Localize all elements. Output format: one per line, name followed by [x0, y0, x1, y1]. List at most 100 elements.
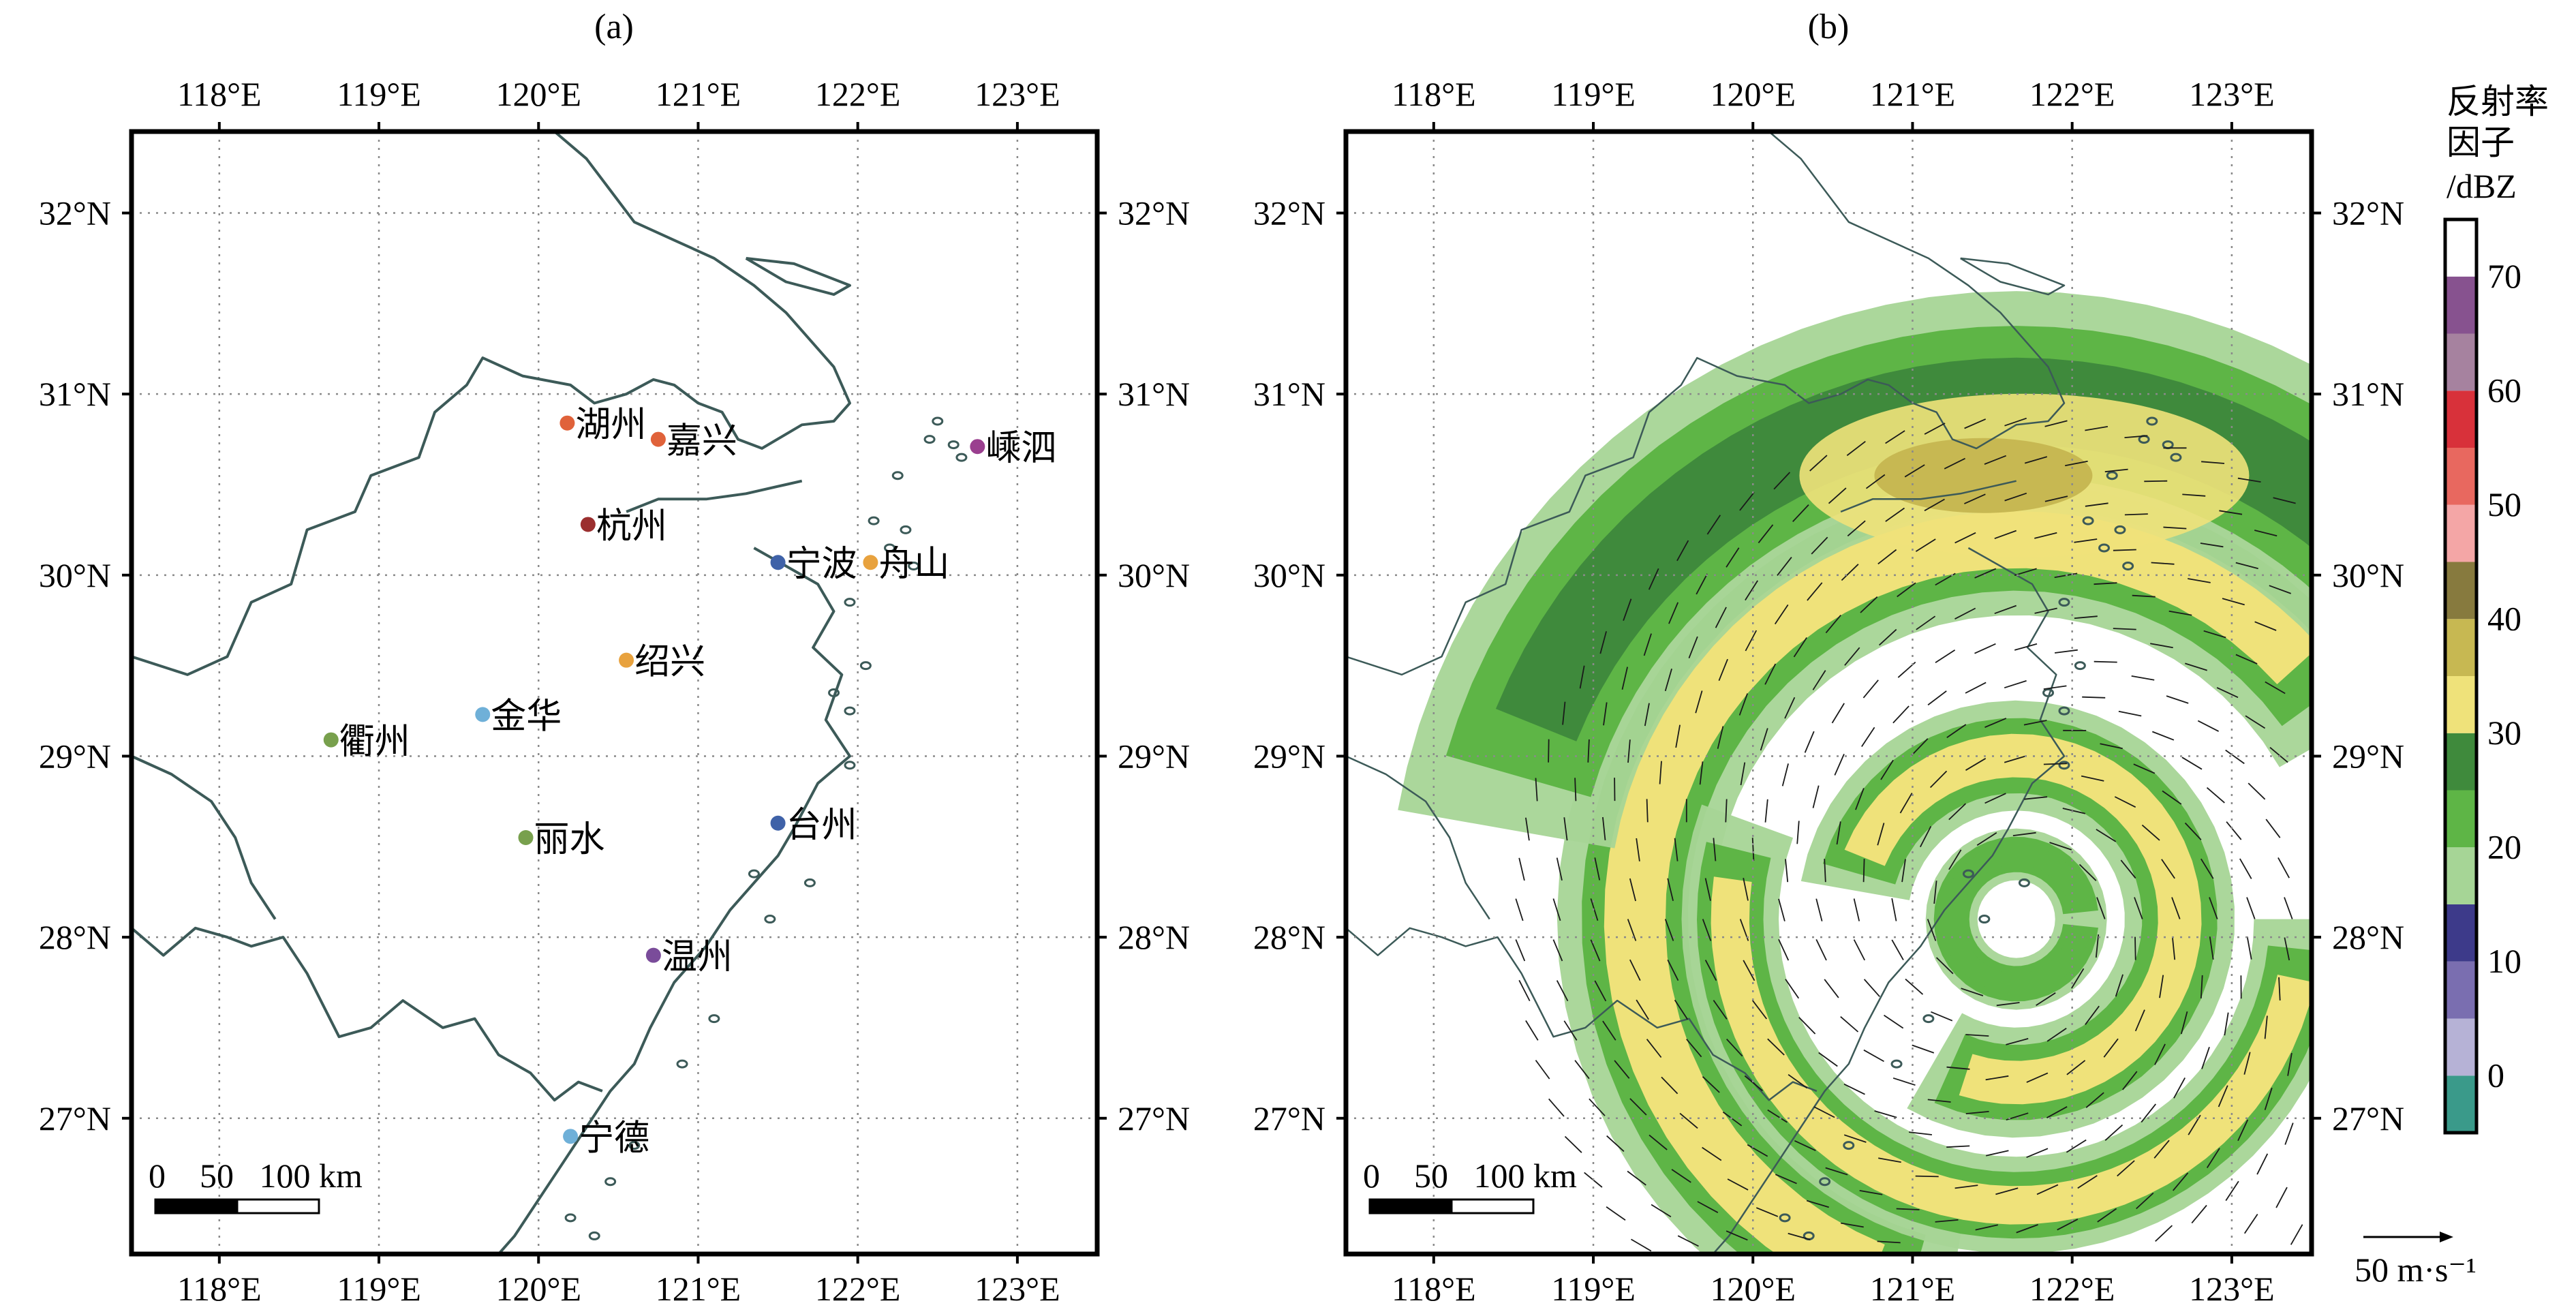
- wind-vector: [2036, 1184, 2059, 1195]
- wind-vector: [1948, 849, 1962, 870]
- wind-vector: [1629, 1098, 1647, 1116]
- wind-vector: [2290, 1224, 2303, 1245]
- wind-vector: [1556, 857, 1563, 881]
- wind-vector: [2200, 543, 2224, 548]
- wind-vector: [1841, 564, 1859, 581]
- island: [955, 453, 968, 462]
- lat-tick-left: 27°N: [1253, 1099, 1325, 1137]
- wind-vector: [2201, 858, 2214, 879]
- wind-vector: [2155, 1225, 2173, 1242]
- wind-vector: [1713, 1000, 1728, 1020]
- lat-tick-left: 29°N: [39, 737, 111, 775]
- colorbar-swatch: [2445, 562, 2477, 620]
- colorbar-tick-label: 60: [2487, 371, 2521, 409]
- wind-vector: [1717, 726, 1724, 749]
- wind-vector: [1927, 919, 1937, 941]
- panel-b-wind-vectors: [1515, 417, 2303, 1252]
- wind-vector: [2046, 1106, 2068, 1118]
- wind-vector: [2235, 562, 2258, 570]
- panel-b-scale-white: [1450, 1198, 1535, 1214]
- wind-vector: [2096, 897, 2106, 919]
- wind-vector: [2256, 1153, 2269, 1175]
- wind-vector: [2201, 1047, 2210, 1069]
- city-label: 杭州: [596, 507, 667, 546]
- lon-tick-top: 118°E: [1392, 75, 1476, 113]
- island: [628, 1141, 641, 1150]
- city-marker: [518, 830, 534, 846]
- wind-vector: [2168, 610, 2192, 616]
- city-marker: [563, 1129, 579, 1144]
- wind-vector: [2044, 420, 2068, 427]
- wind-vector: [1861, 727, 1875, 747]
- island: [2058, 706, 2070, 716]
- wind-vector: [1751, 838, 1755, 861]
- wind-vector: [1847, 520, 1866, 537]
- wind-vector: [2006, 1038, 2029, 1045]
- wind-vector: [2120, 859, 2136, 879]
- wind-vector: [2113, 628, 2136, 630]
- wind-vector: [1965, 682, 1987, 694]
- panel-b: (b) 118°E118°E119°E119°E120°E120°E121°E1…: [1253, 7, 2404, 1308]
- island: [2146, 416, 2158, 426]
- wind-vector: [1706, 515, 1721, 535]
- wind-vector: [1878, 1157, 1901, 1163]
- wind-vector: [1631, 1238, 1652, 1252]
- wind-vector: [1912, 1044, 1935, 1054]
- wind-vector: [1773, 472, 1791, 490]
- wind-vector: [2004, 417, 2027, 427]
- lat-tick-right: 31°N: [1118, 375, 1190, 413]
- wind-vector: [1834, 754, 1845, 776]
- wind-vector: [2201, 461, 2225, 464]
- wind-legend: 50 m·s⁻¹: [2355, 1232, 2477, 1289]
- colorbar-title-line-3: /dBZ: [2447, 167, 2517, 205]
- wind-vector: [2245, 715, 2266, 729]
- wind-vector: [1843, 1134, 1867, 1143]
- wind-vector: [1614, 1060, 1630, 1079]
- wind-vector: [1813, 1106, 1835, 1118]
- island: [900, 525, 912, 534]
- wind-vector: [2200, 975, 2203, 998]
- wind-vector: [1747, 1144, 1768, 1157]
- wind-vector: [1726, 547, 1740, 568]
- city-marker: [770, 555, 786, 570]
- wind-vector: [1525, 817, 1530, 841]
- rainband-mid: [1582, 484, 2312, 1254]
- panel-b-scalebar: 0 50 100 km: [1363, 1157, 1577, 1214]
- island: [588, 1231, 600, 1240]
- wind-vector: [2079, 864, 2097, 881]
- wind-vector: [1552, 898, 1561, 921]
- city-marker: [580, 517, 596, 532]
- lat-tick-right: 27°N: [2332, 1099, 2404, 1137]
- island: [2122, 562, 2134, 571]
- wind-vector: [2081, 775, 2104, 782]
- wind-vector: [2226, 821, 2242, 840]
- wind-vector: [1792, 504, 1809, 523]
- wind-vector: [1627, 739, 1631, 763]
- island: [2042, 688, 2055, 697]
- wind-vector: [1794, 1140, 1816, 1152]
- wind-vector: [2209, 897, 2218, 919]
- wind-vector: [1812, 670, 1826, 690]
- wind-vector: [2243, 1213, 2258, 1234]
- island: [2098, 543, 2111, 553]
- wind-vector: [2012, 831, 2036, 836]
- chongming-island: [1960, 257, 2066, 296]
- wind-vector: [2094, 582, 2117, 585]
- wind-vector: [1935, 649, 1956, 663]
- wind-vector: [1985, 1075, 2009, 1081]
- lat-tick-left: 32°N: [39, 194, 111, 232]
- wind-vector: [2222, 598, 2245, 606]
- wind-vector: [1877, 549, 1897, 565]
- lat-tick-right: 29°N: [1118, 737, 1190, 775]
- colorbar-swatch: [2445, 333, 2477, 391]
- island: [2082, 516, 2094, 525]
- wind-vector: [1935, 1219, 1959, 1223]
- wind-vector: [1644, 703, 1650, 727]
- city-marker: [559, 415, 575, 431]
- wind-vector: [2246, 936, 2252, 960]
- wind-vector: [1965, 758, 1987, 771]
- wind-vector: [1788, 1232, 1811, 1240]
- coast-north: [132, 132, 851, 676]
- wind-vector: [2284, 897, 2293, 919]
- lat-tick-right: 32°N: [2332, 194, 2404, 232]
